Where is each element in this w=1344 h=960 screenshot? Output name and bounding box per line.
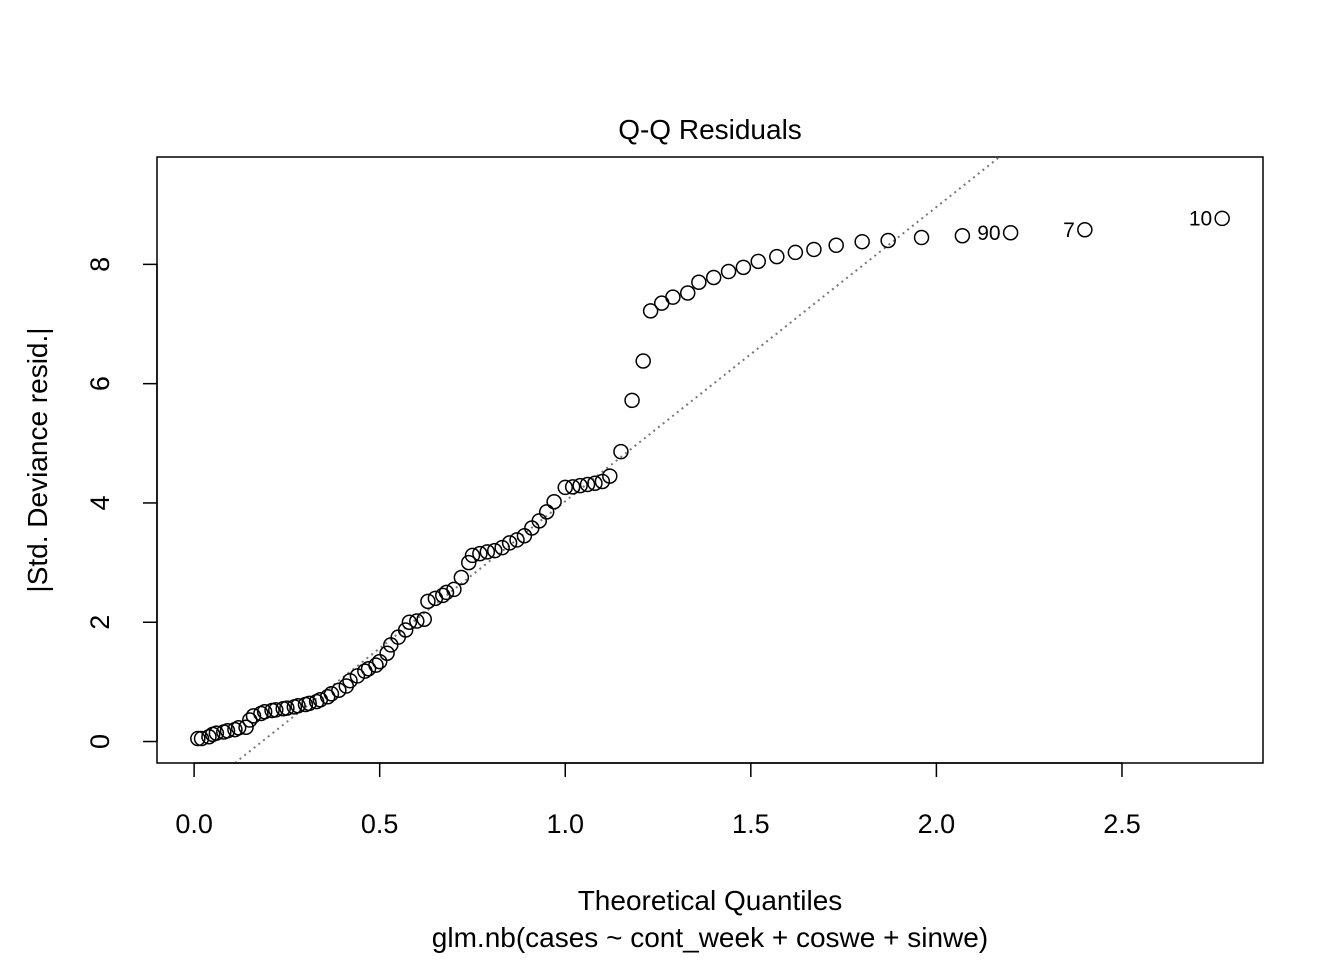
reference-line-group <box>234 156 1001 764</box>
data-point <box>397 622 414 638</box>
point-label: 7 <box>1063 219 1075 242</box>
data-point <box>301 695 317 712</box>
y-axis-label: |Std. Deviance resid.| <box>22 327 53 592</box>
data-point <box>279 700 295 716</box>
data-point <box>691 274 707 291</box>
data-point <box>624 392 640 409</box>
data-point <box>331 682 347 698</box>
data-point <box>416 611 432 628</box>
data-point <box>472 545 488 562</box>
data-point <box>828 237 844 254</box>
data-point <box>461 554 477 571</box>
data-point <box>787 244 804 261</box>
data-point <box>319 689 336 705</box>
x-tick-label: 2.0 <box>918 809 956 839</box>
data-point <box>769 248 785 265</box>
data-point <box>323 686 340 702</box>
qq-reference-line <box>234 156 1001 764</box>
data-point <box>342 672 358 689</box>
x-tick-label: 0.5 <box>361 809 399 839</box>
data-point <box>494 539 510 556</box>
y-tick-label: 6 <box>85 376 115 391</box>
plot-frame <box>156 156 1264 764</box>
data-point <box>538 504 555 520</box>
data-point <box>464 547 481 564</box>
data-point <box>613 443 629 460</box>
data-point <box>360 661 377 677</box>
data-point <box>190 730 206 747</box>
x-axis: 0.0 0.5 1.0 1.5 2.0 2.5 <box>175 762 1141 839</box>
point-label: 90 <box>977 222 1000 245</box>
data-point <box>420 593 436 610</box>
data-point <box>750 253 766 270</box>
data-point <box>290 697 306 714</box>
data-point <box>572 477 588 494</box>
x-tick-label: 0.0 <box>175 809 213 839</box>
data-point <box>438 584 455 601</box>
x-tick-label: 2.5 <box>1103 809 1141 839</box>
data-point <box>735 259 752 276</box>
points-group <box>190 210 1230 747</box>
data-point <box>379 645 395 662</box>
data-point <box>854 233 870 250</box>
x-axis-subtitle: glm.nb(cases ~ cont_week + coswe + sinwe… <box>432 922 988 953</box>
data-point <box>268 702 284 718</box>
data-point <box>501 535 518 551</box>
data-point <box>546 494 562 510</box>
data-point <box>679 285 696 301</box>
data-point <box>201 729 217 745</box>
y-tick-label: 0 <box>85 734 115 749</box>
x-tick-label: 1.5 <box>732 809 770 839</box>
data-point <box>557 479 574 496</box>
data-point <box>913 229 930 246</box>
data-point <box>1002 225 1019 241</box>
data-point <box>245 708 262 724</box>
x-tick-label: 1.0 <box>546 809 584 839</box>
data-point <box>446 581 462 598</box>
data-point <box>230 720 247 736</box>
y-tick-label: 4 <box>85 495 115 510</box>
data-point <box>219 723 236 739</box>
data-point <box>409 613 425 629</box>
data-point <box>349 668 366 684</box>
y-tick-label: 8 <box>85 257 115 272</box>
data-point <box>368 657 384 673</box>
data-point <box>208 725 225 741</box>
data-point <box>806 241 822 258</box>
data-point <box>602 468 618 484</box>
data-point <box>238 719 254 735</box>
data-point <box>193 730 210 747</box>
data-point <box>954 227 971 244</box>
data-point <box>256 703 273 720</box>
data-point <box>486 542 503 559</box>
data-point <box>880 232 896 249</box>
data-point <box>564 479 581 495</box>
chart-title: Q-Q Residuals <box>618 114 802 145</box>
data-point <box>401 614 418 630</box>
data-point <box>509 532 525 548</box>
data-point <box>479 544 496 560</box>
point-label: 10 <box>1189 207 1212 230</box>
data-point <box>1077 222 1093 238</box>
data-point <box>705 269 722 286</box>
data-point <box>1214 210 1230 227</box>
y-axis: 0 2 4 6 8 <box>85 257 158 749</box>
data-point <box>242 712 258 728</box>
data-point <box>453 569 470 586</box>
data-point <box>579 476 596 493</box>
y-tick-label: 2 <box>85 615 115 630</box>
x-axis-label: Theoretical Quantiles <box>578 885 843 916</box>
data-point <box>665 289 681 305</box>
point-labels-group: 90 7 10 <box>977 207 1212 244</box>
data-point <box>642 303 659 319</box>
data-point <box>635 353 651 369</box>
data-point <box>587 475 603 492</box>
data-point <box>371 653 388 670</box>
data-point <box>720 263 737 280</box>
